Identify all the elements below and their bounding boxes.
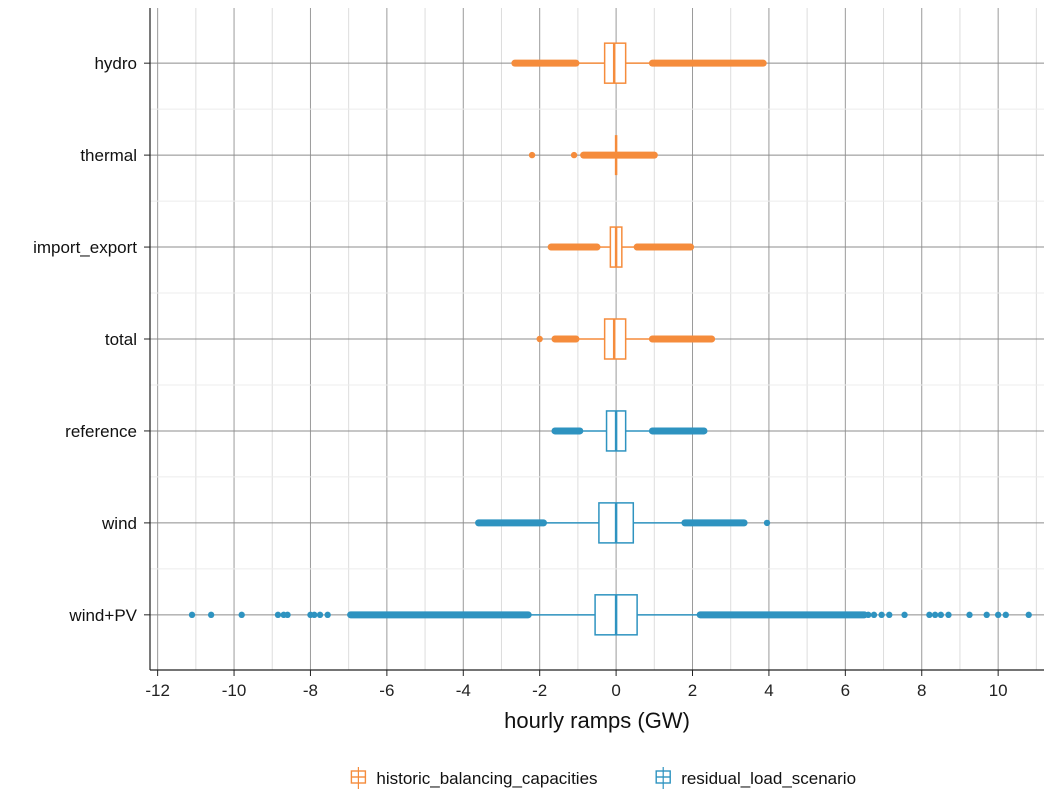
category-label: hydro	[94, 54, 137, 73]
outlier-point	[536, 335, 543, 343]
legend-label: residual_load_scenario	[681, 769, 856, 788]
box-wind+PV	[188, 594, 1032, 636]
outlier-point	[937, 611, 945, 619]
legend-label: historic_balancing_capacities	[376, 769, 597, 788]
outlier-point	[284, 611, 291, 619]
axes-layer: -12 -10 -8 -6 -4 -2 0 2 4 6 8 10 hydro thermal import_…	[33, 8, 1044, 733]
box-total	[536, 318, 716, 360]
outlier-point	[324, 611, 331, 619]
x-tick-label: -2	[532, 681, 547, 700]
outlier-point	[188, 611, 196, 619]
x-tick-label: 2	[688, 681, 697, 700]
outlier-point	[901, 611, 908, 619]
x-tick-label: 10	[989, 681, 1008, 700]
category-label: wind	[101, 514, 137, 533]
x-tick-label: 0	[611, 681, 620, 700]
x-tick-label: -10	[222, 681, 247, 700]
outlier-point	[878, 611, 885, 619]
outlier-point	[931, 611, 939, 619]
box-hydro	[511, 42, 767, 84]
legend: historic_balancing_capacities residual_lo…	[350, 767, 856, 789]
outlier-point	[945, 611, 952, 619]
box-import_export	[547, 226, 695, 268]
outlier-point	[207, 611, 215, 619]
category-label: total	[105, 330, 137, 349]
box-wind	[475, 502, 771, 544]
legend-item: residual_load_scenario	[655, 767, 856, 789]
category-label: thermal	[80, 146, 137, 165]
outlier-point	[926, 611, 933, 619]
category-label: wind+PV	[68, 606, 137, 625]
x-tick-label: 4	[764, 681, 773, 700]
outlier-point	[966, 611, 973, 619]
outlier-point	[870, 611, 878, 619]
x-tick-label: 8	[917, 681, 926, 700]
outlier-point	[274, 611, 282, 619]
category-label: reference	[65, 422, 137, 441]
outlier-point	[886, 611, 893, 619]
box-thermal	[528, 135, 658, 176]
outlier-point	[994, 611, 1002, 619]
x-tick-label: -8	[303, 681, 318, 700]
legend-item: historic_balancing_capacities	[350, 767, 598, 789]
outlier-point	[238, 611, 245, 619]
boxes-layer	[188, 42, 1032, 636]
outlier-point	[311, 611, 318, 619]
outlier-point	[763, 519, 771, 527]
box-reference	[551, 410, 708, 452]
outlier-point	[1002, 611, 1009, 619]
outlier-point	[528, 151, 536, 159]
x-tick-label: -12	[145, 681, 170, 700]
outlier-point	[1025, 611, 1032, 619]
outlier-point	[316, 611, 324, 619]
x-tick-label: -6	[379, 681, 394, 700]
x-tick-label: 6	[841, 681, 850, 700]
x-tick-label: -4	[456, 681, 471, 700]
x-axis-title: hourly ramps (GW)	[504, 708, 690, 733]
category-label: import_export	[33, 238, 137, 257]
outlier-point	[983, 611, 990, 619]
outlier-point	[570, 151, 578, 159]
